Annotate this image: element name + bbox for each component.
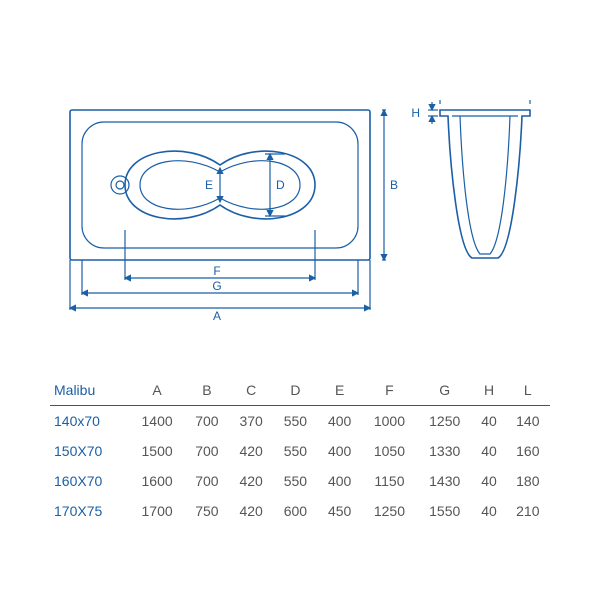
value-cell: 700: [185, 466, 229, 496]
value-cell: 1050: [362, 436, 417, 466]
value-cell: 400: [318, 466, 362, 496]
value-cell: 140: [506, 406, 550, 437]
dim-label-h: H: [411, 106, 420, 120]
value-cell: 40: [472, 496, 505, 526]
col-H: H: [472, 375, 505, 406]
col-A: A: [129, 375, 184, 406]
value-cell: 1250: [362, 496, 417, 526]
value-cell: 1150: [362, 466, 417, 496]
col-E: E: [318, 375, 362, 406]
col-L: L: [506, 375, 550, 406]
table-row: 150X70 1500 700 420 550 400 1050 1330 40…: [50, 436, 550, 466]
value-cell: 1250: [417, 406, 472, 437]
value-cell: 1700: [129, 496, 184, 526]
dim-label-d: D: [276, 178, 285, 192]
value-cell: 420: [229, 466, 273, 496]
model-cell: 140x70: [50, 406, 129, 437]
value-cell: 40: [472, 436, 505, 466]
technical-diagram: D E B F G A: [50, 100, 550, 330]
dim-label-f: F: [213, 264, 220, 278]
value-cell: 1600: [129, 466, 184, 496]
table-row: 170X75 1700 750 420 600 450 1250 1550 40…: [50, 496, 550, 526]
dimensions-table: Malibu A B C D E F G H L 140x70 1400 700…: [50, 375, 550, 526]
value-cell: 1400: [129, 406, 184, 437]
col-B: B: [185, 375, 229, 406]
value-cell: 40: [472, 466, 505, 496]
model-cell: 160X70: [50, 466, 129, 496]
value-cell: 1000: [362, 406, 417, 437]
model-cell: 150X70: [50, 436, 129, 466]
value-cell: 420: [229, 496, 273, 526]
value-cell: 750: [185, 496, 229, 526]
model-cell: 170X75: [50, 496, 129, 526]
col-D: D: [273, 375, 317, 406]
value-cell: 180: [506, 466, 550, 496]
value-cell: 210: [506, 496, 550, 526]
product-name: Malibu: [50, 375, 129, 406]
value-cell: 370: [229, 406, 273, 437]
value-cell: 1330: [417, 436, 472, 466]
top-view: D E B F G A: [70, 110, 398, 323]
value-cell: 550: [273, 406, 317, 437]
dim-label-g: G: [212, 279, 221, 293]
col-C: C: [229, 375, 273, 406]
value-cell: 420: [229, 436, 273, 466]
value-cell: 1430: [417, 466, 472, 496]
col-G: G: [417, 375, 472, 406]
dim-label-b: B: [390, 178, 398, 192]
table-row: 140x70 1400 700 370 550 400 1000 1250 40…: [50, 406, 550, 437]
value-cell: 450: [318, 496, 362, 526]
value-cell: 600: [273, 496, 317, 526]
table-body: 140x70 1400 700 370 550 400 1000 1250 40…: [50, 406, 550, 527]
table-header-row: Malibu A B C D E F G H L: [50, 375, 550, 406]
diagram-svg: D E B F G A: [50, 100, 550, 330]
value-cell: 400: [318, 406, 362, 437]
value-cell: 550: [273, 436, 317, 466]
table-row: 160X70 1600 700 420 550 400 1150 1430 40…: [50, 466, 550, 496]
value-cell: 1500: [129, 436, 184, 466]
value-cell: 700: [185, 406, 229, 437]
dim-label-a: A: [213, 309, 221, 323]
value-cell: 40: [472, 406, 505, 437]
value-cell: 1550: [417, 496, 472, 526]
value-cell: 160: [506, 436, 550, 466]
dim-label-e: E: [205, 178, 213, 192]
value-cell: 400: [318, 436, 362, 466]
value-cell: 700: [185, 436, 229, 466]
col-F: F: [362, 375, 417, 406]
side-view: C H: [411, 100, 530, 258]
value-cell: 550: [273, 466, 317, 496]
